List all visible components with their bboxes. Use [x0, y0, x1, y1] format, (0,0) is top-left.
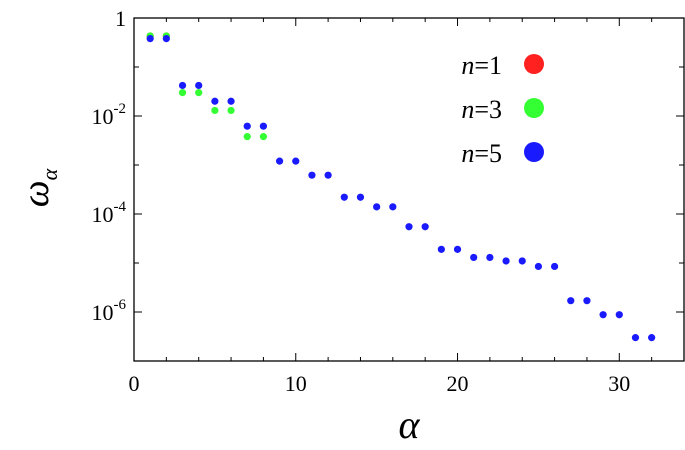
data-point-n5: [470, 253, 478, 262]
x-tick-label: 0: [129, 371, 140, 396]
y-tick-label: 10-4: [92, 199, 127, 227]
data-point-n5: [389, 203, 397, 211]
data-point-n3: [195, 89, 203, 97]
legend-label: n=1: [461, 51, 502, 80]
data-point-n5: [356, 193, 365, 201]
data-point-n5: [502, 257, 510, 265]
data-point-n5: [550, 262, 559, 271]
y-axis-label: ωα: [15, 168, 62, 207]
axis-ticks: [133, 17, 685, 362]
x-tick-label: 30: [608, 371, 630, 396]
y-axis-label-subscript: α: [37, 168, 62, 180]
data-point-n5: [615, 311, 623, 319]
data-point-n5: [405, 223, 413, 231]
legend-marker: [524, 98, 544, 118]
data-point-n5: [162, 34, 170, 43]
legend-label: n=3: [461, 95, 502, 124]
svg-text:ωα: ωα: [15, 168, 62, 207]
y-tick-label: 10-6: [92, 297, 127, 325]
data-point-n5: [308, 171, 316, 179]
data-point-n5: [243, 122, 251, 130]
y-tick-label: 1: [115, 6, 126, 31]
data-point-n5: [631, 334, 640, 342]
data-point-n3: [243, 132, 251, 141]
data-point-n5: [648, 334, 656, 342]
data-point-n3: [211, 106, 219, 115]
legend-marker: [524, 54, 544, 74]
data-point-n3: [178, 89, 187, 97]
x-tick-label: 10: [285, 371, 307, 396]
data-point-n5: [486, 253, 494, 262]
legend-label: n=5: [461, 139, 502, 168]
x-axis-label: α: [399, 402, 421, 447]
data-point-n5: [275, 157, 284, 165]
y-tick-label: 10-2: [92, 101, 127, 129]
data-point-n3: [259, 132, 268, 141]
data-point-n3: [227, 106, 235, 115]
data-point-n5: [599, 311, 607, 319]
data-point-n5: [227, 97, 235, 105]
data-point-n5: [583, 297, 591, 305]
data-point-n5: [567, 297, 575, 305]
data-point-n5: [518, 257, 526, 265]
data-point-n5: [211, 97, 219, 105]
data-point-n5: [292, 157, 300, 165]
data-point-n5: [178, 81, 187, 90]
x-tick-label: 20: [447, 371, 469, 396]
legend-marker: [524, 142, 544, 162]
axis-tick-labels: 0 10 20 30 1 10-2 10-4 10-6: [92, 6, 631, 396]
data-point-n5: [437, 245, 445, 253]
data-point-n5: [324, 171, 332, 179]
plot-frame: [133, 17, 685, 362]
legend: n=1 n=3 n=5: [461, 51, 544, 168]
data-point-n5: [421, 223, 429, 231]
data-points: [146, 32, 656, 342]
y-axis-label-main: ω: [15, 180, 57, 207]
data-point-n5: [534, 262, 543, 271]
data-point-n5: [146, 34, 154, 43]
data-point-n5: [259, 122, 268, 130]
data-point-n5: [195, 81, 203, 90]
data-point-n5: [340, 193, 348, 201]
data-point-n5: [453, 245, 462, 253]
data-point-n5: [373, 203, 381, 211]
